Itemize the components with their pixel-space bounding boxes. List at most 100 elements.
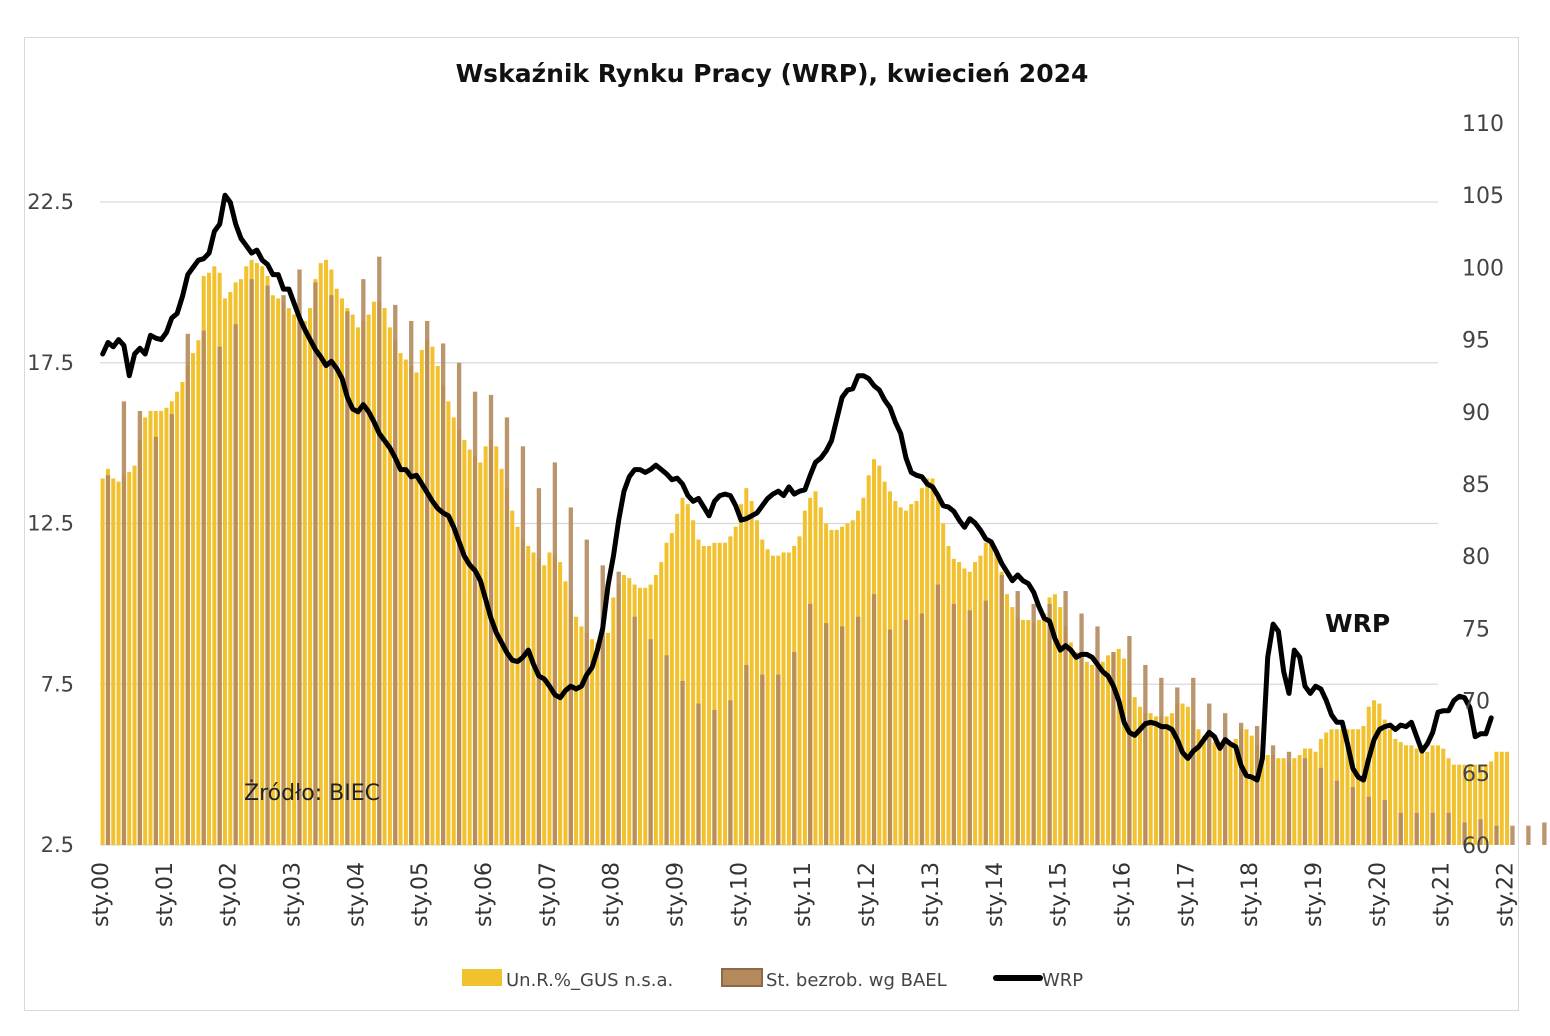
gus-bar <box>1419 751 1424 845</box>
bael-bar <box>600 565 605 845</box>
bael-bar <box>201 330 206 846</box>
gus-bar <box>403 359 408 845</box>
gus-bar <box>653 574 658 845</box>
bael-bar <box>1446 812 1451 845</box>
gus-bar <box>659 562 664 845</box>
gus-bar <box>398 353 403 845</box>
gus-bar <box>510 510 515 845</box>
bael-bar <box>1302 758 1308 845</box>
gus-bar <box>1148 713 1153 845</box>
gus-bar <box>292 314 297 845</box>
gus-bar <box>978 555 983 845</box>
gus-bar <box>196 340 201 845</box>
gus-bar <box>350 314 355 845</box>
gus-bar <box>1404 745 1409 845</box>
bael-bar <box>1063 591 1068 845</box>
gus-bar <box>1180 703 1185 845</box>
x-tick-label: sty.05 <box>408 862 433 927</box>
bael-bar <box>1462 822 1467 845</box>
gus-bar <box>627 578 632 845</box>
gus-bar <box>941 523 946 845</box>
gus-bar <box>382 308 387 846</box>
bael-bar <box>536 488 542 845</box>
gus-bar <box>1425 751 1430 845</box>
bael-bar <box>409 320 414 846</box>
bael-bar <box>568 507 573 845</box>
gus-bar <box>558 562 563 845</box>
legend: Un.R.%_GUS n.s.a. St. bezrob. wg BAEL WRP <box>462 968 1083 991</box>
gus-bar <box>148 410 153 845</box>
bael-bar <box>712 709 717 845</box>
bael-bar <box>1398 812 1403 845</box>
legend-label: St. bezrob. wg BAEL <box>766 970 947 991</box>
gus-bar <box>717 542 722 845</box>
bael-bar <box>1286 751 1292 845</box>
bael-bar <box>1223 713 1228 845</box>
gus-bar <box>1153 716 1158 845</box>
gus-bar <box>579 626 584 845</box>
gus-bar <box>621 574 626 845</box>
gus-bar <box>675 513 680 845</box>
bael-bar <box>504 417 510 845</box>
gus-bar <box>1281 758 1286 845</box>
right-tick-label: 65 <box>1462 762 1490 787</box>
bael-bar <box>440 343 446 845</box>
gus-bar <box>861 497 866 845</box>
gus-bar <box>1388 729 1393 845</box>
gus-bar <box>276 298 281 845</box>
gus-bar <box>669 533 674 845</box>
gus-bar <box>595 642 600 845</box>
x-axis-ticks: sty.00 sty.01 sty.02 sty.03 sty.04 sty.05 sty.… <box>89 862 1519 927</box>
bael-bar <box>1494 825 1499 845</box>
x-tick-label: sty.12 <box>855 862 880 927</box>
gus-bar <box>643 587 648 845</box>
x-tick-label: sty.07 <box>536 862 561 927</box>
bael-bar <box>632 616 637 845</box>
x-tick-label: sty.22 <box>1494 862 1519 927</box>
bael-bar <box>808 603 813 845</box>
gus-bar <box>1505 751 1510 845</box>
gus-bar <box>1090 664 1095 845</box>
bael-bar <box>425 320 430 846</box>
gus-bar <box>696 539 701 845</box>
gus-bar <box>611 597 616 845</box>
gus-bar <box>1489 761 1494 845</box>
bael-bar <box>824 623 829 845</box>
bael-bar <box>1542 822 1547 845</box>
series-bael-bars <box>105 256 1547 846</box>
gus-bar <box>1212 742 1217 845</box>
gus-bar <box>925 478 930 845</box>
bael-bar <box>105 475 111 845</box>
gus-bar <box>238 279 243 845</box>
gus-bar <box>308 308 313 846</box>
gus-bar <box>1409 745 1414 845</box>
gus-bar <box>302 320 307 846</box>
x-tick-label: sty.02 <box>217 862 242 927</box>
gus-bar <box>100 478 105 845</box>
gus-bar <box>1020 619 1025 845</box>
legend-label: Un.R.%_GUS n.s.a. <box>506 970 673 991</box>
gus-bar <box>1010 607 1015 845</box>
gus-bar <box>462 439 467 845</box>
gus-bar <box>1377 703 1382 845</box>
gus-bar <box>765 549 770 845</box>
gus-bar <box>1398 742 1403 845</box>
gus-bar <box>606 632 611 845</box>
gus-bar <box>680 497 685 845</box>
gus-bar <box>1430 745 1435 845</box>
bael-bar <box>983 600 988 845</box>
bael-bar <box>456 362 462 845</box>
gus-bar <box>850 520 855 845</box>
bael-bar <box>1015 591 1020 845</box>
bael-bar <box>313 282 318 845</box>
left-tick-label: 22.5 <box>27 190 74 214</box>
x-tick-label: sty.20 <box>1366 862 1391 927</box>
gus-bar <box>244 266 249 845</box>
x-tick-label: sty.03 <box>281 862 306 927</box>
bael-bar <box>648 639 653 845</box>
gus-bar <box>127 472 132 845</box>
gus-bar <box>451 417 456 845</box>
gus-bar <box>1036 619 1041 845</box>
bael-bar <box>1334 780 1340 845</box>
legend-swatch <box>721 968 763 987</box>
